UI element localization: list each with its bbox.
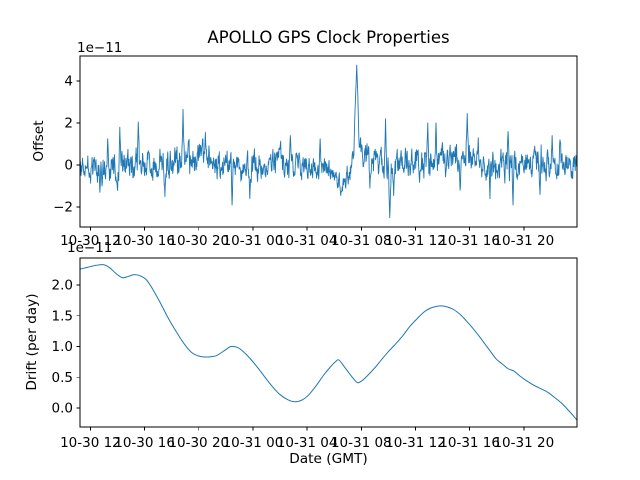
- drift-scale-label: 1e−11: [67, 240, 113, 256]
- drift-y-tick-label: 2.0: [52, 278, 73, 294]
- offset-y-tick-label: −2: [53, 200, 73, 216]
- drift-x-tick-label: 10-30 16: [114, 435, 175, 451]
- drift-y-tick-label: 1.0: [52, 339, 73, 355]
- offset-x-tick-label: 10-31 08: [331, 233, 392, 249]
- offset-x-tick-label: 10-31 00: [223, 233, 284, 249]
- offset-x-tick-label: 10-30 12: [60, 233, 121, 249]
- offset-axes-frame: [79, 55, 578, 228]
- offset-data-line: [79, 64, 578, 218]
- drift-y-tick-label: 0.0: [52, 401, 73, 417]
- drift-x-tick-label: 10-31 00: [223, 435, 284, 451]
- drift-y-axis-label: Drift (per day): [24, 293, 40, 391]
- offset-x-tick-label: 10-31 20: [493, 233, 554, 249]
- drift-x-tick-label: 10-31 04: [277, 435, 338, 451]
- offset-y-tick-label: 2: [64, 116, 73, 132]
- offset-x-tick-label: 10-30 16: [114, 233, 175, 249]
- drift-x-tick-label: 10-31 16: [439, 435, 500, 451]
- drift-x-tick-label: 10-30 12: [60, 435, 121, 451]
- offset-y-tick-label: 4: [64, 74, 73, 90]
- offset-x-tick-label: 10-31 12: [385, 233, 446, 249]
- drift-data-line: [79, 264, 578, 421]
- drift-x-tick-label: 10-31 12: [385, 435, 446, 451]
- drift-y-tick-label: 1.5: [52, 308, 73, 324]
- x-axis-label: Date (GMT): [289, 451, 368, 467]
- offset-x-tick-label: 10-31 04: [277, 233, 338, 249]
- offset-y-axis-label: Offset: [31, 120, 47, 162]
- offset-x-tick-label: 10-30 20: [168, 233, 229, 249]
- drift-x-tick-label: 10-30 20: [168, 435, 229, 451]
- drift-x-tick-label: 10-31 20: [493, 435, 554, 451]
- figure-title: APOLLO GPS Clock Properties: [207, 28, 450, 47]
- drift-x-tick-label: 10-31 08: [331, 435, 392, 451]
- offset-y-tick-label: 0: [64, 158, 73, 174]
- offset-scale-label: 1e−11: [77, 40, 123, 56]
- drift-y-tick-label: 0.5: [52, 370, 73, 386]
- offset-x-tick-label: 10-31 16: [439, 233, 500, 249]
- drift-axes-frame: [79, 257, 578, 428]
